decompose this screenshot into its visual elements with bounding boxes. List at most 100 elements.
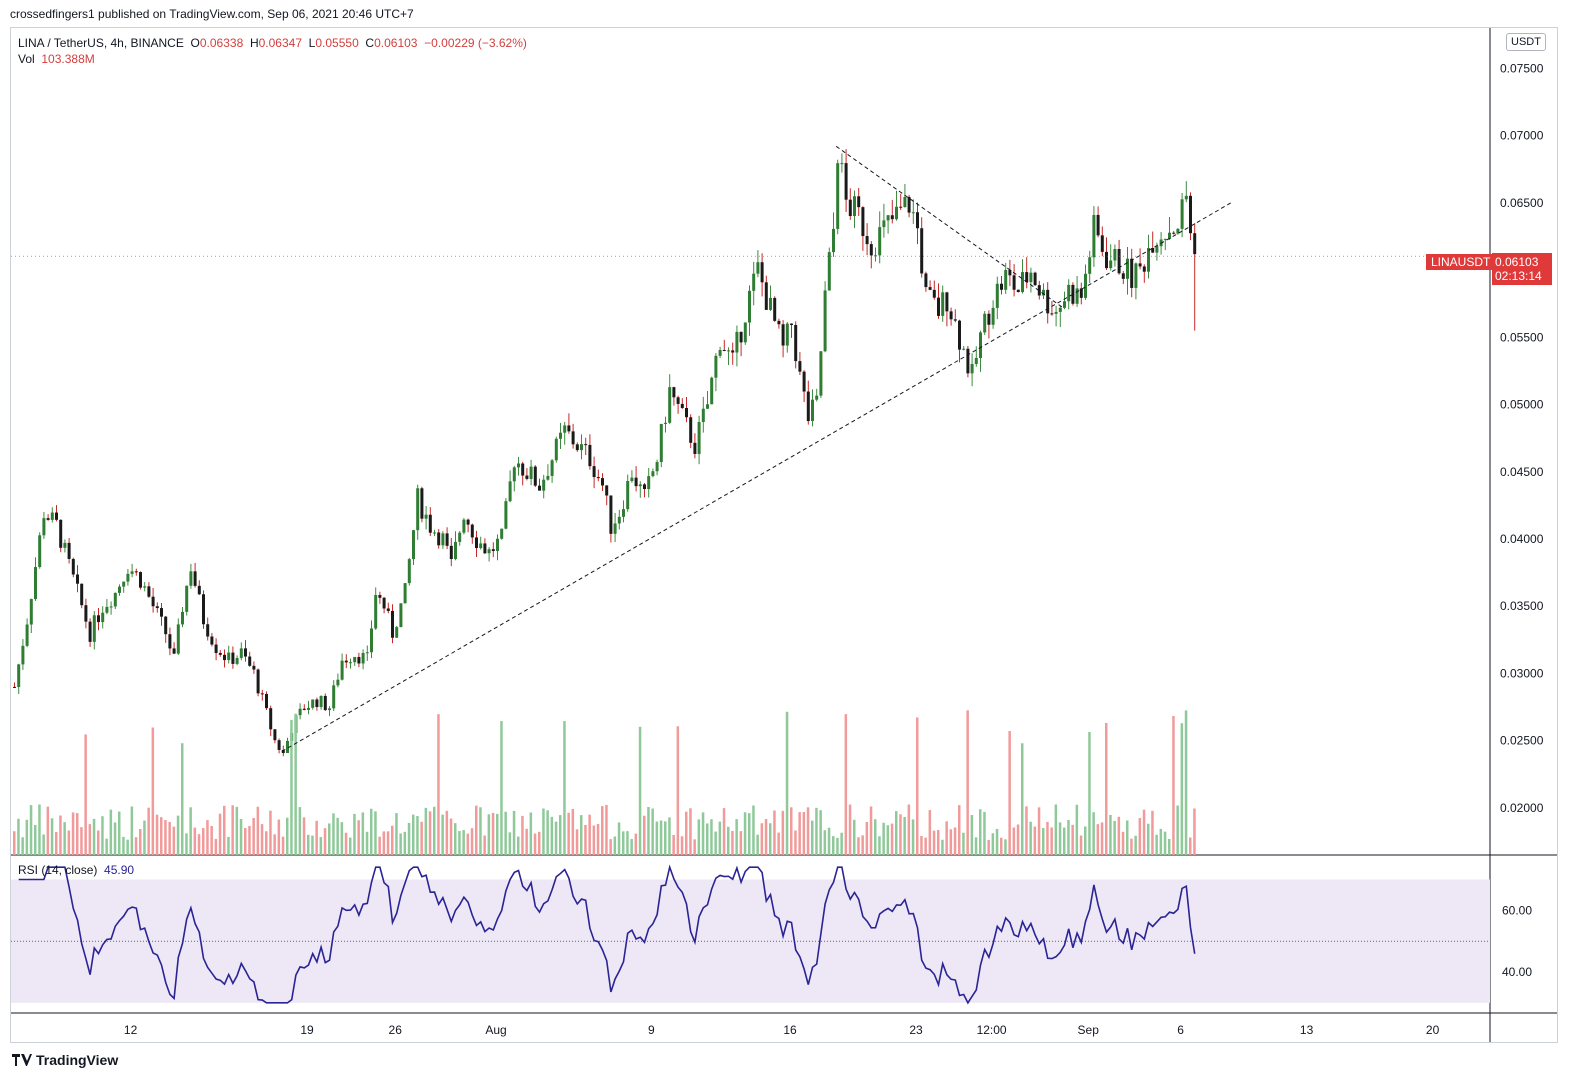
candle-body	[214, 644, 218, 653]
candle-body	[844, 163, 848, 200]
last-price-tag: 0.06103 02:13:14	[1492, 253, 1552, 285]
candle-body	[113, 592, 117, 607]
volume-bar	[1063, 827, 1066, 855]
volume-bar	[697, 819, 701, 855]
candle-body	[147, 586, 151, 597]
candle-body	[332, 685, 336, 709]
volume-bar	[941, 839, 944, 855]
candle-body	[1079, 288, 1083, 298]
candle-body	[987, 313, 991, 325]
candle-body	[307, 707, 310, 710]
volume-bar	[718, 821, 722, 855]
candle-body	[1084, 273, 1087, 298]
volume-bar	[353, 813, 356, 855]
candle-body	[101, 612, 105, 623]
candle-body	[55, 512, 58, 520]
volume-bar	[928, 810, 932, 855]
candle-body	[991, 307, 995, 325]
candle-body	[907, 197, 911, 213]
volume-bar	[546, 810, 549, 855]
time-tick-label: Aug	[485, 1023, 506, 1037]
volume-bar	[1176, 805, 1179, 855]
volume-bar	[798, 812, 801, 855]
volume-bar	[1180, 723, 1184, 855]
volume-bar	[176, 815, 180, 855]
candle-body	[1176, 228, 1180, 234]
volume-bar	[328, 823, 331, 855]
volume-bar	[542, 808, 545, 855]
candle-body	[760, 262, 764, 283]
volume-bar	[790, 807, 793, 855]
volume-bar	[727, 826, 730, 855]
candle-body	[1172, 232, 1176, 234]
candle-body	[109, 606, 113, 608]
chart-frame	[10, 27, 1558, 1043]
candle-body	[945, 292, 949, 312]
volume-bar	[802, 812, 806, 855]
price-tick-label: 0.05000	[1500, 398, 1544, 412]
candle-body	[42, 518, 46, 536]
candle-body	[1180, 199, 1184, 229]
candle-body	[840, 163, 844, 165]
volume-bar	[785, 711, 789, 855]
trendline	[835, 145, 1064, 309]
volume-bar	[613, 836, 617, 855]
close-label: C	[365, 36, 375, 50]
price-tick-label: 0.05500	[1500, 330, 1544, 344]
candle-body	[382, 597, 386, 609]
low-label: L	[308, 36, 316, 50]
candle-body	[1147, 247, 1150, 272]
currency-unit-button[interactable]: USDT	[1506, 33, 1546, 51]
candle-body	[953, 319, 957, 321]
candle-body	[1121, 273, 1125, 279]
candle-body	[1004, 269, 1008, 290]
volume-bar	[139, 829, 142, 855]
candle-body	[790, 323, 793, 325]
candle-body	[176, 624, 180, 654]
candle-body	[470, 524, 474, 538]
candle-body	[773, 297, 777, 321]
candle-body	[1142, 266, 1146, 272]
volume-bar	[550, 816, 554, 855]
candle-body	[1126, 258, 1129, 279]
volume-bar	[445, 810, 449, 855]
volume-bar	[895, 811, 898, 855]
candle-body	[349, 662, 352, 664]
candle-body	[1096, 214, 1100, 236]
candle-body	[538, 485, 541, 491]
candle-body	[647, 476, 651, 490]
candle-body	[399, 603, 403, 628]
vol-value: 103.388M	[41, 52, 95, 66]
volume-bar	[281, 836, 285, 855]
volume-bar	[832, 836, 835, 855]
volume-bar	[147, 807, 150, 855]
volume-bar	[1079, 835, 1083, 855]
volume-bar	[311, 835, 314, 855]
candle-body	[949, 311, 953, 320]
volume-bar	[433, 806, 436, 855]
volume-bar	[441, 814, 444, 855]
candle-body	[1075, 288, 1079, 304]
volume-bar	[962, 832, 965, 855]
volume-bar	[760, 823, 764, 855]
volume-bar	[277, 819, 281, 855]
candle-body	[836, 163, 840, 229]
candle-body	[67, 542, 71, 559]
volume-bar	[265, 831, 268, 855]
volume-bar	[605, 804, 608, 855]
candle-body	[403, 583, 407, 604]
publisher-line: crossedfingers1 published on TradingView…	[10, 7, 414, 21]
candle-body	[1000, 283, 1003, 290]
candle-body	[286, 740, 289, 754]
volume-bar	[1037, 807, 1041, 855]
volume-bar	[651, 808, 654, 855]
candle-body	[613, 523, 617, 534]
candle-body	[1008, 269, 1012, 276]
candle-body	[1109, 260, 1113, 269]
volume-bar	[806, 807, 810, 855]
volume-bar	[563, 721, 566, 855]
candle-body	[50, 512, 54, 520]
volume-bar	[672, 835, 675, 855]
volume-bar	[932, 830, 936, 855]
